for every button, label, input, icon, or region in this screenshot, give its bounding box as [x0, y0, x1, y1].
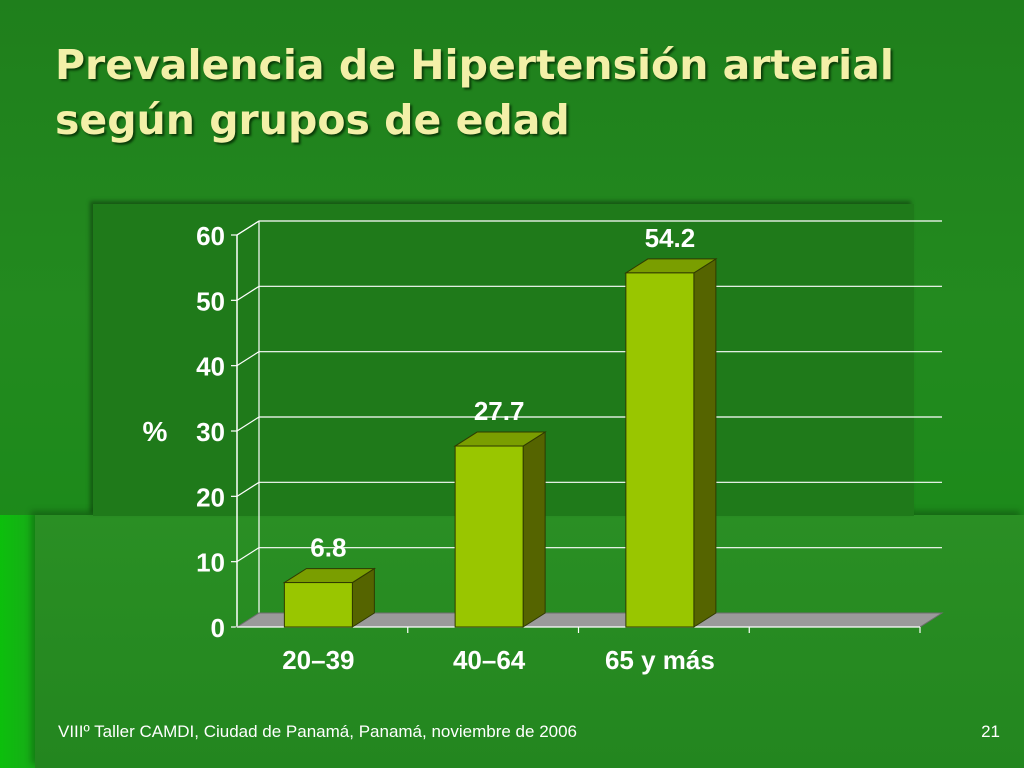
- x-tick-label: 40–64: [453, 645, 526, 675]
- gridline-slant: [236, 220, 260, 236]
- gridline-slant: [236, 285, 260, 301]
- y-tick-label: 0: [211, 613, 225, 643]
- bar-side: [522, 431, 546, 628]
- data-label: 54.2: [645, 223, 696, 253]
- data-label: 6.8: [310, 533, 346, 563]
- bar: [625, 272, 695, 628]
- gridline-slant: [236, 481, 260, 497]
- x-tick-label: 65 y más: [605, 645, 715, 675]
- data-label: 27.7: [474, 396, 525, 426]
- bar: [283, 582, 353, 628]
- y-tick-label: 30: [196, 417, 225, 447]
- slide-title: Prevalencia de Hipertensión arterial seg…: [55, 38, 985, 148]
- background-accent-left: [0, 515, 40, 768]
- bar-side: [693, 257, 717, 628]
- y-axis-label: %: [143, 416, 168, 447]
- gridline-slant: [236, 416, 260, 432]
- gridline-slant: [236, 547, 260, 563]
- y-tick-label: 50: [196, 286, 225, 316]
- y-tick-label: 40: [196, 352, 225, 382]
- title-line-1: Prevalencia de Hipertensión arterial: [55, 41, 894, 89]
- title-line-2: según grupos de edad: [55, 96, 570, 144]
- y-tick-label: 60: [196, 221, 225, 251]
- footer-text: VIIIº Taller CAMDI, Ciudad de Panamá, Pa…: [58, 722, 578, 741]
- x-tick-label: 20–39: [282, 645, 354, 675]
- y-tick-label: 10: [196, 548, 225, 578]
- bar: [454, 445, 524, 628]
- gridline-slant: [236, 351, 260, 367]
- page-number: 21: [981, 722, 1000, 741]
- y-tick-label: 20: [196, 482, 225, 512]
